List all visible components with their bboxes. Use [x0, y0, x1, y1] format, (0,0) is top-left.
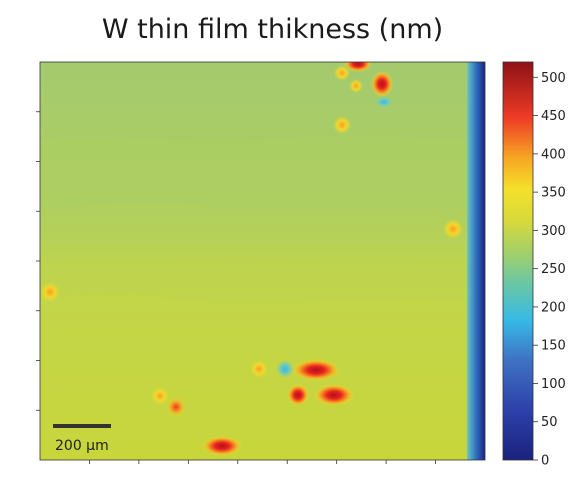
hotspot: [166, 397, 186, 417]
hotspot: [40, 282, 60, 302]
hotspot: [151, 387, 169, 405]
hotspot: [276, 360, 294, 378]
colorbar-tick-label: 100: [541, 377, 566, 392]
hotspot: [250, 360, 268, 378]
colorbar-tick-label: 350: [541, 186, 566, 201]
colorbar-tick-label: 400: [541, 147, 566, 162]
hotspot: [292, 359, 340, 381]
hotspot: [202, 436, 242, 456]
hotspot: [314, 384, 354, 406]
heatmap-band: [40, 135, 470, 210]
heatmap-band: [40, 257, 470, 302]
colorbar-tick-label: 250: [541, 262, 566, 277]
chart-title: W thin film thikness (nm): [101, 14, 444, 45]
scale-bar: 200 µm: [53, 424, 111, 454]
colorbar-ticks: 0 50 100 150 200 250 300 350 400 450 500: [533, 71, 566, 469]
hotspot: [334, 65, 350, 81]
scale-bar-line: [53, 424, 111, 428]
colorbar: 0 50 100 150 200 250 300 350 400 450 500: [502, 61, 566, 469]
colorbar-tick-label: 150: [541, 339, 566, 354]
colorbar-tick-label: 0: [541, 454, 549, 469]
colorbar-tick-label: 450: [541, 109, 566, 124]
colorbar-tick-label: 200: [541, 300, 566, 315]
heatmap-plot-area: [40, 62, 485, 460]
hotspot: [349, 79, 363, 93]
colorbar-tick-label: 500: [541, 71, 566, 86]
hotspot: [344, 62, 372, 72]
colorbar-gradient: [502, 61, 534, 461]
axis-ticks: [36, 111, 436, 464]
hotspot: [287, 384, 309, 406]
hotspot-group: [40, 62, 463, 456]
hotspot: [443, 219, 463, 239]
hotspot: [375, 96, 393, 108]
hotspot: [333, 116, 351, 134]
scale-bar-label: 200 µm: [55, 438, 109, 454]
right-edge-strip: [467, 62, 485, 460]
colorbar-tick-label: 50: [541, 415, 558, 430]
colorbar-tick-label: 300: [541, 224, 566, 239]
hotspot: [371, 71, 393, 97]
